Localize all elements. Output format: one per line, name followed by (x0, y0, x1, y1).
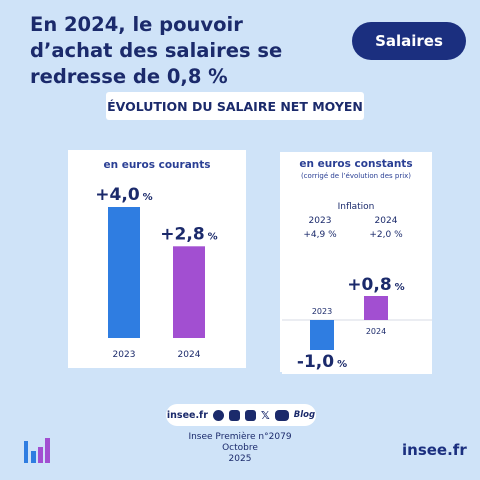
bar-2024-current (173, 246, 205, 338)
inflation-value-2024: +2,0 % (369, 230, 403, 240)
publication-year: 2025 (228, 454, 252, 464)
salaires-tag[interactable]: Salaires (352, 22, 466, 60)
tick-label-2023-constant: 2023 (312, 307, 332, 316)
inflation-year-2024: 2024 (374, 216, 398, 226)
instagram-icon[interactable] (228, 409, 240, 421)
data-label-2024-constant: +0,8% (347, 275, 404, 295)
tick-label-2023-current: 2023 (113, 350, 136, 360)
insee-logo (24, 438, 50, 463)
inflation-value-2023: +4,9 % (303, 230, 337, 240)
data-label-2023-constant: -1,0% (297, 352, 347, 372)
chart-panel-constant-bars: 2023 -1,0% +0,8% 2024 (282, 268, 432, 374)
vimeo-icon[interactable] (212, 409, 224, 421)
x-icon[interactable]: 𝕏 (260, 408, 270, 422)
chart-title-current: en euros courants (103, 159, 211, 171)
chart-panel-current-euros: en euros courants +4,0% 2023 +2,8% 2024 (68, 150, 246, 368)
chart-constant-euros: 2023 -1,0 % +0,8 % 2024 (282, 275, 432, 372)
chart-subtitle-constant: (corrigé de l’évolution des prix) (300, 172, 412, 180)
blog-link[interactable]: Blog (293, 410, 316, 420)
chart-banner: ÉVOLUTION DU SALAIRE NET MOYEN (106, 92, 364, 120)
publication-month: Octobre (222, 443, 258, 453)
footer-site-short[interactable]: insee.fr (166, 409, 208, 421)
inflation-year-2023: 2023 (308, 216, 332, 226)
footer-social-bar: insee.fr 𝕏 Blog (166, 404, 316, 426)
publication-title: Insee Première n°2079 (188, 432, 292, 442)
bar-2023-constant (310, 320, 334, 350)
headline: En 2024, le pouvoir d’achat des salaires… (30, 13, 283, 88)
data-label-2024-current: +2,8% (160, 224, 217, 244)
chart-title-constant: en euros constants (299, 158, 413, 170)
site-brand[interactable]: insee.fr (402, 441, 467, 459)
linkedin-icon[interactable] (244, 409, 256, 421)
bar-2023-current (108, 207, 140, 338)
data-label-2023-current: +4,0% (95, 185, 152, 205)
chart-current-euros: +4,0 % 2023 +2,8 % 2024 (95, 185, 217, 360)
tick-label-2024-current: 2024 (178, 350, 201, 360)
inflation-label: Inflation (337, 202, 375, 212)
tick-label-2024-constant: 2024 (366, 327, 386, 336)
bar-2024-constant (364, 296, 388, 320)
youtube-icon[interactable] (274, 409, 289, 421)
